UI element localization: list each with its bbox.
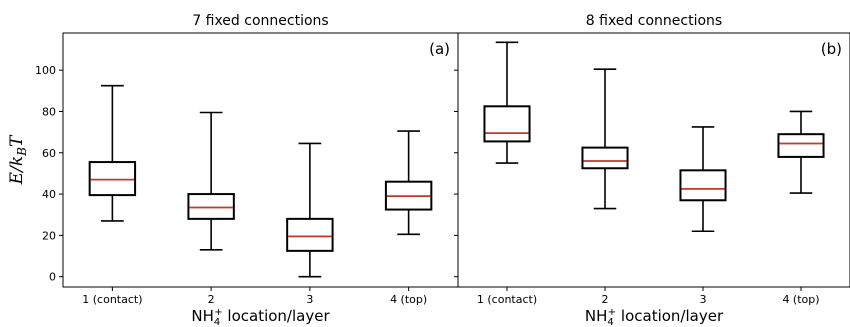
y-tick-label: 100 <box>35 64 56 77</box>
panel-label: (a) <box>429 40 450 58</box>
x-tick-label: 4 (top) <box>390 293 427 306</box>
x-tick-label: 3 <box>306 293 313 306</box>
x-tick-label: 2 <box>208 293 215 306</box>
y-tick-label: 0 <box>49 271 56 284</box>
x-tick-label: 1 (contact) <box>477 293 537 306</box>
chart-panel-a: 7 fixed connections (a) 0 20 40 60 80 100 1 (con… <box>7 13 459 327</box>
x-tick-label: 3 <box>700 293 707 306</box>
y-axis-label: E/kBT <box>7 134 29 185</box>
panel-label: (b) <box>821 40 842 58</box>
panel-title: 7 fixed connections <box>192 13 328 29</box>
iqr-box <box>679 169 727 202</box>
panel-title: 8 fixed connections <box>586 13 722 29</box>
iqr-box <box>88 161 137 197</box>
x-tick-label: 4 (top) <box>782 293 819 306</box>
box-2 <box>581 68 629 210</box>
box-1 <box>88 84 137 222</box>
iqr-box <box>187 193 235 220</box>
box-4 <box>384 130 433 236</box>
box-3 <box>679 126 727 233</box>
iqr-box <box>581 146 629 170</box>
box-4 <box>777 110 825 194</box>
x-tick-label: 2 <box>602 293 609 306</box>
y-tick-label: 80 <box>42 105 56 118</box>
y-tick-label: 60 <box>42 147 56 160</box>
box-3 <box>286 142 334 278</box>
iqr-box <box>483 105 531 143</box>
box-2 <box>187 111 235 251</box>
iqr-box <box>286 217 334 252</box>
box-1 <box>483 41 531 164</box>
y-tick-label: 20 <box>42 229 56 242</box>
iqr-box <box>384 180 433 211</box>
iqr-box <box>777 133 825 158</box>
plot-frame <box>62 32 459 288</box>
y-tick-label: 40 <box>42 188 56 201</box>
x-axis-label: NH4+ location/layer <box>191 307 330 327</box>
chart-panel-b: 8 fixed connections (b) 1 (contact) 2 3 4 (to… <box>454 13 850 327</box>
x-tick-label: 1 (contact) <box>82 293 142 306</box>
plot-frame <box>457 32 850 288</box>
x-axis-label: NH4+ location/layer <box>585 307 724 327</box>
